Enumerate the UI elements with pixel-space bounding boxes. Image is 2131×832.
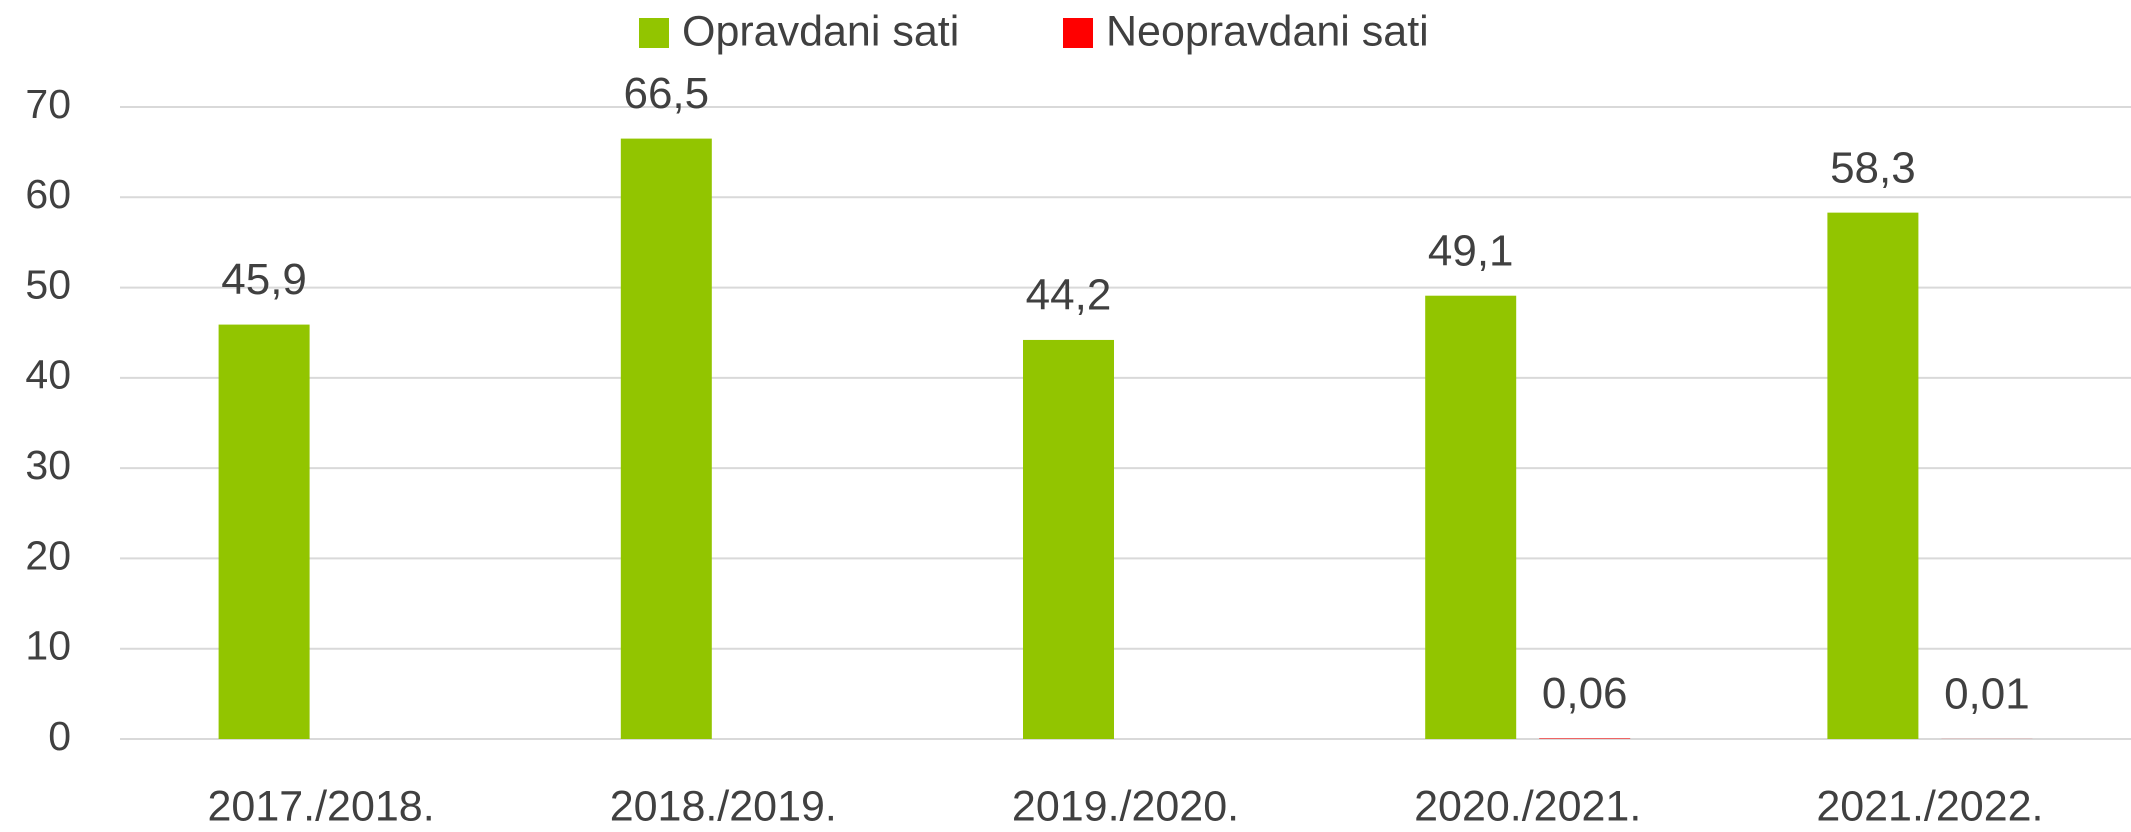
y-tick-label: 10 bbox=[25, 623, 71, 669]
y-tick-label: 30 bbox=[25, 442, 71, 488]
x-tick-label: 2019./2020. bbox=[1012, 782, 1239, 830]
legend-swatch bbox=[1063, 18, 1093, 48]
x-tick-label: 2017./2018. bbox=[208, 782, 435, 830]
y-tick-label: 70 bbox=[25, 81, 71, 127]
bar bbox=[1023, 339, 1114, 739]
data-label: 58,3 bbox=[1830, 143, 1916, 192]
bar bbox=[1539, 738, 1631, 739]
y-tick-label: 0 bbox=[48, 713, 71, 759]
data-label: 0,01 bbox=[1944, 670, 2030, 719]
legend-label: Neopravdani sati bbox=[1106, 7, 1429, 55]
x-tick-label: 2018./2019. bbox=[610, 782, 837, 830]
data-label: 0,06 bbox=[1542, 669, 1628, 718]
bar bbox=[1425, 295, 1517, 739]
y-tick-label: 60 bbox=[25, 171, 71, 217]
data-label: 66,5 bbox=[623, 69, 709, 118]
x-tick-label: 2021./2022. bbox=[1816, 782, 2043, 830]
data-label: 49,1 bbox=[1428, 226, 1514, 275]
legend-label: Opravdani sati bbox=[682, 7, 959, 55]
bar bbox=[1827, 212, 1919, 740]
data-label: 44,2 bbox=[1026, 271, 1112, 320]
y-tick-label: 40 bbox=[25, 352, 71, 398]
legend-swatch bbox=[639, 18, 669, 48]
data-label: 45,9 bbox=[221, 255, 307, 304]
x-tick-label: 2020./2021. bbox=[1414, 782, 1641, 830]
y-tick-label: 20 bbox=[25, 532, 71, 578]
bar bbox=[620, 138, 712, 740]
y-tick-label: 50 bbox=[25, 261, 71, 307]
bar bbox=[218, 324, 310, 739]
